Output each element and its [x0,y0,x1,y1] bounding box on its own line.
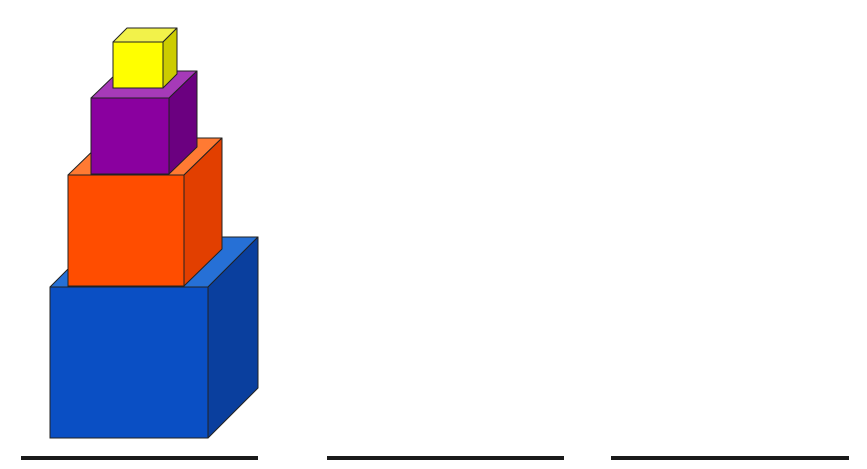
cube-yellow-front-face [112,41,164,89]
cube-stack [49,27,259,439]
cube-purple-front-face [90,97,170,175]
cube-blue-front-face [49,286,209,439]
cube-orange-front-face [67,174,185,287]
cube-yellow[interactable] [112,27,178,89]
